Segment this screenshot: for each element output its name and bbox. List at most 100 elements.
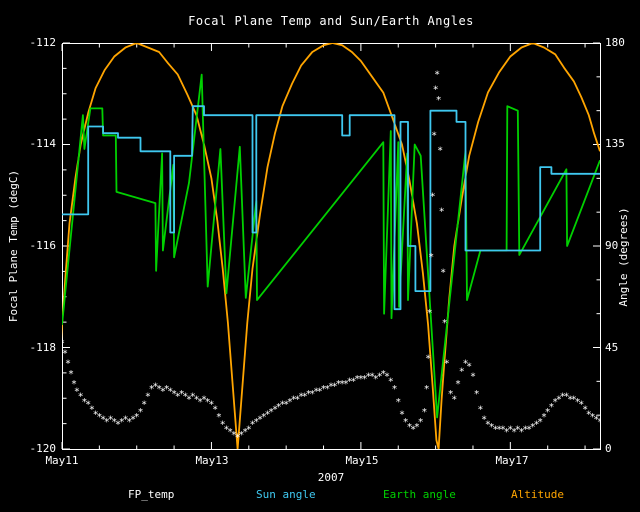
fp-temp-marker: * bbox=[253, 417, 259, 428]
fp-temp-marker: * bbox=[575, 397, 581, 408]
y-left-tick-label: -116 bbox=[29, 239, 57, 252]
y-left-tick-label: -114 bbox=[29, 137, 57, 150]
fp-temp-marker: * bbox=[515, 425, 521, 436]
fp-temp-marker: * bbox=[533, 420, 539, 431]
fp-temp-marker: * bbox=[100, 415, 106, 426]
fp-temp-marker: * bbox=[291, 394, 297, 405]
fp-temp-marker: * bbox=[474, 389, 480, 400]
fp-temp-marker: * bbox=[373, 374, 379, 385]
fp-temp-marker: * bbox=[81, 397, 87, 408]
fp-temp-marker: * bbox=[208, 399, 214, 410]
fp-temp-marker: * bbox=[430, 191, 436, 202]
chart-title: Focal Plane Temp and Sun/Earth Angles bbox=[188, 14, 474, 28]
series-line bbox=[62, 105, 600, 311]
fp-temp-marker: * bbox=[223, 425, 229, 436]
series-sun-angle bbox=[62, 105, 600, 311]
fp-temp-marker: * bbox=[62, 349, 68, 360]
fp-temp-marker: * bbox=[427, 308, 433, 319]
fp-temp-marker: * bbox=[455, 379, 461, 390]
fp-temp-marker: * bbox=[164, 384, 170, 395]
fp-temp-marker: * bbox=[335, 379, 341, 390]
fp-temp-marker: * bbox=[507, 425, 513, 436]
fp-temp-marker: * bbox=[496, 425, 502, 436]
fp-temp-marker: * bbox=[410, 425, 416, 436]
fp-temp-marker: * bbox=[89, 404, 95, 415]
fp-temp-marker: * bbox=[279, 399, 285, 410]
fp-temp-marker: * bbox=[137, 407, 143, 418]
fp-temp-marker: * bbox=[556, 394, 562, 405]
fp-temp-marker: * bbox=[439, 207, 445, 218]
fp-temp-marker: * bbox=[597, 417, 603, 428]
fp-temp-marker: * bbox=[541, 412, 547, 423]
fp-temp-marker: * bbox=[545, 407, 551, 418]
fp-temp-marker: * bbox=[339, 379, 345, 390]
fp-temp-marker: * bbox=[328, 382, 334, 393]
fp-temp-marker: * bbox=[399, 410, 405, 421]
fp-temp-marker: * bbox=[350, 377, 356, 388]
fp-temp-marker: * bbox=[384, 371, 390, 382]
x-axis-year-label: 2007 bbox=[317, 471, 345, 484]
fp-temp-marker: * bbox=[179, 389, 185, 400]
fp-temp-marker: * bbox=[126, 417, 132, 428]
fp-temp-marker: * bbox=[111, 417, 117, 428]
legend-earth-angle: Earth angle bbox=[383, 488, 456, 501]
fp-temp-marker: * bbox=[530, 422, 536, 433]
fp-temp-marker: * bbox=[466, 361, 472, 372]
fp-temp-marker: * bbox=[65, 359, 71, 370]
y-left-tick-label: -112 bbox=[29, 36, 57, 49]
fp-temp-marker: * bbox=[160, 387, 166, 398]
fp-temp-marker: * bbox=[425, 354, 431, 365]
fp-temp-marker: * bbox=[403, 417, 409, 428]
fp-temp-marker: * bbox=[242, 427, 248, 438]
fp-temp-marker: * bbox=[365, 371, 371, 382]
fp-temp-marker: * bbox=[448, 389, 454, 400]
fp-temp-marker: * bbox=[249, 420, 255, 431]
fp-temp-marker: * bbox=[500, 425, 506, 436]
fp-temp-marker: * bbox=[294, 394, 300, 405]
series-fp-temp: ****************************************… bbox=[62, 69, 603, 443]
fp-temp-marker: * bbox=[175, 392, 181, 403]
fp-temp-marker: * bbox=[108, 415, 114, 426]
fp-temp-marker: * bbox=[395, 397, 401, 408]
fp-temp-marker: * bbox=[362, 374, 368, 385]
fp-temp-marker: * bbox=[167, 387, 173, 398]
fp-temp-marker: * bbox=[354, 374, 360, 385]
fp-temp-marker: * bbox=[436, 95, 442, 106]
series-earth-angle bbox=[62, 73, 600, 419]
fp-temp-marker: * bbox=[235, 432, 241, 443]
fp-temp-marker: * bbox=[433, 85, 439, 96]
fp-temp-marker: * bbox=[548, 402, 554, 413]
fp-temp-marker: * bbox=[78, 392, 84, 403]
fp-temp-marker: * bbox=[414, 422, 420, 433]
fp-temp-marker: * bbox=[283, 399, 289, 410]
fp-temp-marker: * bbox=[268, 407, 274, 418]
fp-temp-marker: * bbox=[246, 425, 252, 436]
fp-temp-marker: * bbox=[156, 384, 162, 395]
fp-temp-marker: * bbox=[522, 425, 528, 436]
fp-temp-marker: * bbox=[571, 394, 577, 405]
fp-temp-marker: * bbox=[526, 425, 532, 436]
fp-temp-marker: * bbox=[477, 404, 483, 415]
fp-temp-marker: * bbox=[421, 407, 427, 418]
fp-temp-marker: * bbox=[201, 394, 207, 405]
x-tick-label: May15 bbox=[345, 454, 379, 467]
fp-temp-marker: * bbox=[93, 410, 99, 421]
fp-temp-marker: * bbox=[380, 369, 386, 380]
fp-temp-marker: * bbox=[418, 417, 424, 428]
fp-temp-marker: * bbox=[134, 412, 140, 423]
fp-temp-marker: * bbox=[369, 371, 375, 382]
fp-temp-marker: * bbox=[434, 69, 440, 80]
fp-temp-marker: * bbox=[586, 410, 592, 421]
fp-temp-marker: * bbox=[459, 366, 465, 377]
fp-temp-marker: * bbox=[227, 427, 233, 438]
fp-temp-marker: * bbox=[518, 427, 524, 438]
fp-temp-marker: * bbox=[115, 420, 121, 431]
fp-temp-marker: * bbox=[272, 404, 278, 415]
fp-temp-marker: * bbox=[343, 379, 349, 390]
fp-temp-marker: * bbox=[567, 394, 573, 405]
fp-temp-marker: * bbox=[462, 359, 468, 370]
fp-temp-marker: * bbox=[391, 384, 397, 395]
fp-temp-marker: * bbox=[141, 399, 147, 410]
y-right-tick-label: 45 bbox=[605, 341, 619, 354]
series-altitude bbox=[62, 43, 600, 449]
